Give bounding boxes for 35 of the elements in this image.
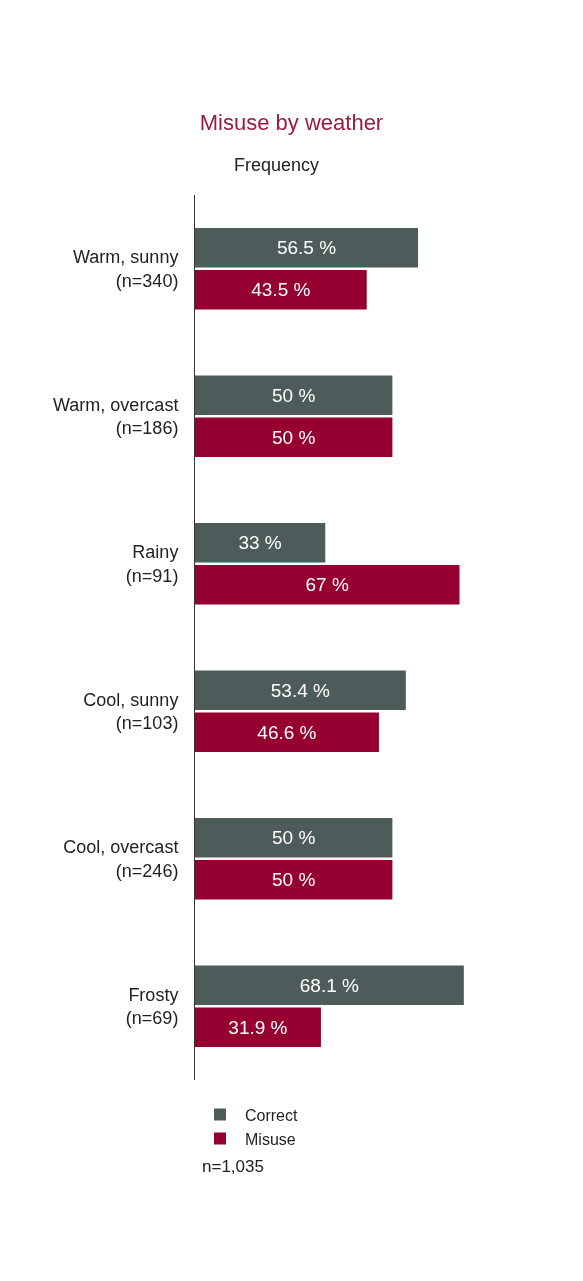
data-label: 31.9 % bbox=[228, 1016, 288, 1038]
data-label: 43.5 % bbox=[251, 279, 311, 301]
legend-label: Correct bbox=[245, 1106, 299, 1124]
bar bbox=[195, 670, 406, 710]
legend-label: Misuse bbox=[245, 1130, 296, 1148]
y-tick-label: Frosty (n=69) bbox=[125, 984, 179, 1029]
bar bbox=[195, 860, 393, 900]
bar bbox=[195, 965, 464, 1005]
y-tick-label: Warm, sunny (n=340) bbox=[73, 247, 179, 291]
data-label: 33 % bbox=[238, 532, 282, 554]
x-axis-title: Frequency bbox=[234, 155, 320, 175]
bar bbox=[195, 565, 460, 605]
y-tick-label: Warm, overcast (n=186) bbox=[53, 394, 179, 439]
bar bbox=[195, 227, 419, 268]
y-tick-label: Cool, overcast (n=246) bbox=[63, 837, 179, 881]
data-label: 68.1 % bbox=[299, 974, 360, 996]
y-tick-label: Rainy (n=91) bbox=[125, 542, 179, 586]
text: n=1,035 bbox=[202, 1157, 264, 1176]
chart-title: Misuse by weather bbox=[199, 110, 384, 136]
data-label: 50 % bbox=[271, 869, 316, 891]
bar bbox=[195, 817, 393, 858]
data-label: 46.6 % bbox=[257, 721, 317, 743]
bar bbox=[195, 712, 379, 753]
bar bbox=[195, 522, 326, 563]
data-label: 50 % bbox=[271, 384, 316, 406]
bar bbox=[195, 270, 367, 310]
bar bbox=[195, 1007, 321, 1048]
bar bbox=[195, 417, 393, 458]
data-label: 50 % bbox=[271, 827, 316, 849]
data-label: 53.4 % bbox=[270, 679, 331, 701]
data-label: 56.5 % bbox=[276, 237, 337, 259]
data-label: 50 % bbox=[271, 426, 316, 448]
data-label: 67 % bbox=[305, 574, 349, 596]
y-tick-label: Cool, sunny (n=103) bbox=[83, 689, 179, 734]
bar bbox=[195, 375, 393, 415]
